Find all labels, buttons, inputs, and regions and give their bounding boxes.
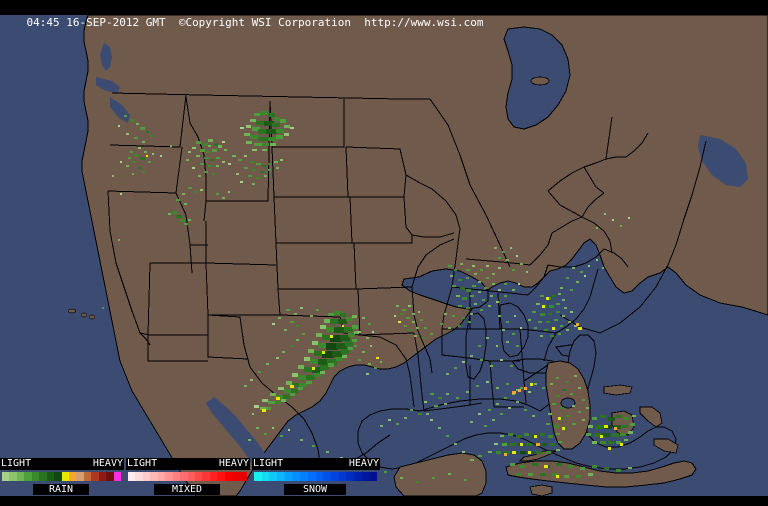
echo-texas-panhandle	[244, 307, 382, 387]
channel-islands	[67, 308, 77, 314]
coast-strait	[96, 77, 120, 93]
echo-northeast-light	[596, 213, 630, 229]
echo-carolinas	[528, 293, 582, 337]
echo-central-plains-north	[228, 155, 283, 185]
echo-texas-main-storm	[254, 311, 359, 412]
echo-utah-colorado	[168, 187, 230, 225]
weather-radar-map[interactable]	[0, 15, 768, 496]
channel-islands-2	[80, 312, 88, 318]
san-francisco-bay	[62, 241, 70, 265]
echo-gulf-coast	[380, 381, 519, 427]
cuba	[505, 460, 697, 488]
header-bar: 04:45 16-SEP-2012 GMT ©Copyright WSI Cor…	[0, 0, 768, 29]
bahamas-long-island	[653, 438, 679, 454]
yucatan-peninsula	[393, 452, 487, 496]
echo-idaho	[120, 147, 154, 175]
echo-pacific-northwest	[118, 115, 153, 143]
echo-western-plains-scattered	[102, 145, 211, 309]
bahamas-grand-bahama	[603, 384, 633, 396]
radar-echo-layer	[102, 111, 636, 483]
echo-mid-atlantic	[560, 259, 604, 291]
gulf-st-lawrence	[698, 135, 748, 187]
isla-de-la-juventud	[529, 484, 553, 496]
header-text: 04:45 16-SEP-2012 GMT ©Copyright WSI Cor…	[26, 16, 484, 29]
echo-southeast-scattered	[446, 315, 522, 375]
echo-montana-wyoming-main	[240, 111, 294, 151]
manitoulin-island	[530, 76, 550, 86]
echo-ohio-tennessee-valley	[440, 263, 520, 329]
echo-florida-caribbean	[430, 375, 636, 478]
echo-great-lakes-light	[494, 247, 528, 273]
echo-kansas-missouri	[394, 305, 433, 339]
gulf-of-california	[206, 397, 278, 496]
channel-islands-3	[88, 314, 96, 320]
bahamas-eleuthera	[639, 406, 663, 428]
echo-wyoming-belt	[186, 139, 227, 177]
coast-puget-sound	[100, 43, 112, 71]
lake-okeechobee	[560, 397, 576, 409]
